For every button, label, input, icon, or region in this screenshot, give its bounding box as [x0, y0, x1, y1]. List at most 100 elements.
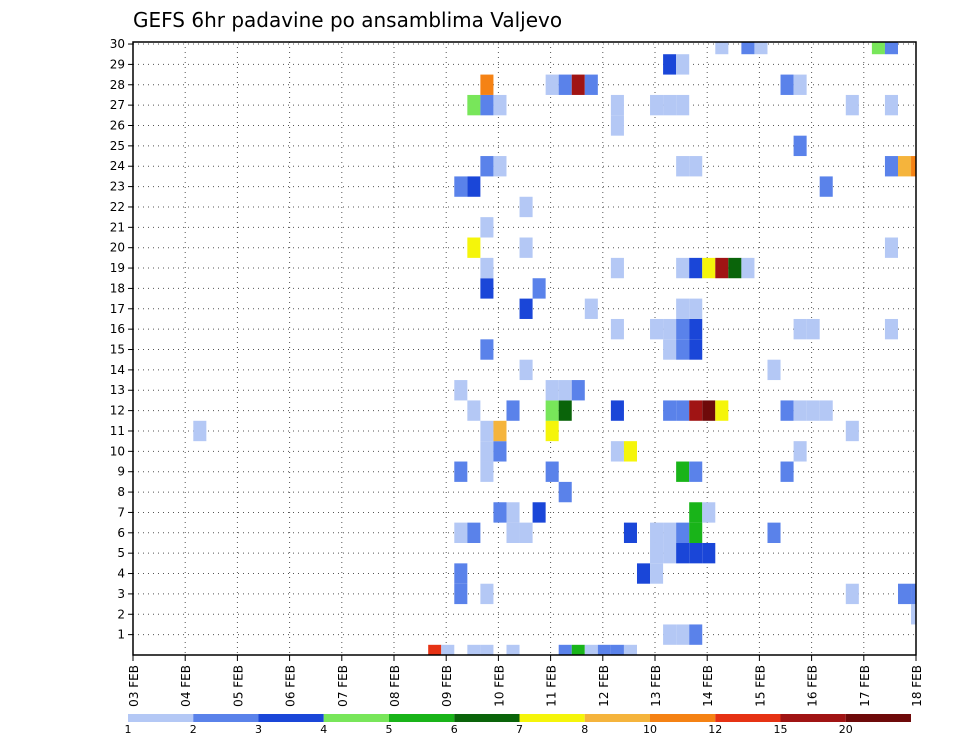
- x-axis-ticks: 03 FEB 04 FEB 05 FEB 06 FEB 07 FEB 08 FEB 09 F…: [127, 655, 924, 707]
- x-tick-label: 08 FEB: [388, 665, 402, 707]
- heatmap-cell: [663, 624, 677, 645]
- legend-label: 3: [255, 723, 262, 736]
- heatmap-cell: [689, 542, 703, 564]
- heatmap-cell: [676, 542, 690, 564]
- legend-swatch: [519, 714, 585, 722]
- heatmap-cell: [493, 441, 507, 462]
- heatmap-cell: [676, 156, 690, 177]
- heatmap-cell: [715, 257, 729, 279]
- y-tick-label: 28: [110, 78, 125, 92]
- heatmap-cell: [519, 196, 533, 218]
- heatmap-cell: [467, 176, 481, 197]
- legend-swatch: [845, 714, 911, 722]
- heatmap-cell: [454, 583, 468, 605]
- heatmap-cell: [467, 94, 481, 116]
- y-tick-label: 19: [110, 261, 125, 275]
- heatmap-cell: [610, 94, 624, 116]
- heatmap-cell: [597, 644, 611, 655]
- heatmap-cell: [663, 318, 677, 340]
- heatmap-cell: [780, 400, 794, 421]
- heatmap-cell: [650, 563, 664, 584]
- heatmap-cell: [728, 257, 742, 279]
- heatmap-cell: [754, 42, 768, 55]
- x-tick-label: 15 FEB: [753, 665, 767, 707]
- heatmap-cell: [558, 74, 572, 95]
- y-tick-label: 16: [110, 322, 125, 336]
- heatmap-cell: [676, 522, 690, 543]
- heatmap-cell: [584, 644, 598, 655]
- heatmap-cell: [793, 400, 807, 421]
- y-tick-label: 1: [117, 628, 125, 642]
- heatmap-cell: [663, 94, 677, 116]
- heatmap-cell: [454, 176, 468, 197]
- heatmap-cell: [558, 400, 572, 421]
- heatmap-cell: [676, 298, 690, 319]
- y-tick-label: 10: [110, 444, 125, 458]
- y-tick-label: 29: [110, 57, 125, 71]
- heatmap-cell: [676, 94, 690, 116]
- y-tick-label: 14: [110, 363, 125, 377]
- y-tick-label: 30: [110, 37, 125, 51]
- heatmap-cell: [689, 400, 703, 421]
- heatmap-cell: [702, 502, 716, 523]
- heatmap-cell: [480, 74, 494, 95]
- y-tick-label: 25: [110, 139, 125, 153]
- heatmap-cell: [845, 420, 859, 442]
- heatmap-cell: [623, 522, 637, 543]
- heatmap-cell: [689, 339, 703, 360]
- heatmap-cell: [767, 359, 781, 381]
- y-tick-label: 21: [110, 220, 125, 234]
- heatmap-cell: [571, 74, 585, 95]
- legend-label: 1: [125, 723, 132, 736]
- heatmap-cell: [519, 522, 533, 543]
- heatmap-cell: [676, 54, 690, 75]
- heatmap-cell: [545, 400, 559, 421]
- heatmap-cell: [558, 380, 572, 401]
- heatmap-cell: [584, 298, 598, 319]
- heatmap-cell: [845, 583, 859, 605]
- heatmap-cell: [610, 644, 624, 655]
- heatmap-cell: [428, 644, 442, 655]
- heatmap-cell: [454, 522, 468, 543]
- y-tick-label: 13: [110, 383, 125, 397]
- heatmap-cell: [793, 318, 807, 340]
- y-tick-label: 23: [110, 180, 125, 194]
- heatmap-cell: [493, 502, 507, 523]
- heatmap-cell: [571, 380, 585, 401]
- heatmap-cell: [663, 339, 677, 360]
- heatmap-cell: [558, 644, 572, 655]
- legend-label: 5: [386, 723, 393, 736]
- heatmap-cell: [897, 156, 912, 177]
- heatmap-cell: [506, 502, 520, 523]
- legend-swatch: [128, 714, 194, 722]
- heatmap-cell: [506, 400, 520, 421]
- y-tick-label: 8: [117, 485, 125, 499]
- heatmap-cell: [884, 156, 898, 177]
- legend-swatch: [258, 714, 324, 722]
- y-tick-label: 4: [117, 567, 125, 581]
- heatmap-cell: [467, 400, 481, 421]
- heatmap-cell: [610, 257, 624, 279]
- x-tick-label: 06 FEB: [284, 665, 298, 707]
- heatmap-cell: [911, 583, 916, 605]
- heatmap-cell: [467, 237, 481, 258]
- x-tick-label: 05 FEB: [231, 665, 245, 707]
- heatmap-cell: [663, 522, 677, 543]
- heatmap-cell: [884, 94, 898, 116]
- legend-label: 15: [774, 723, 788, 736]
- legend-label: 12: [708, 723, 722, 736]
- chart-title: GEFS 6hr padavine po ansamblima Valjevo: [133, 8, 562, 32]
- heatmap-cell: [793, 135, 807, 157]
- heatmap-cell: [493, 420, 507, 442]
- legend-swatch: [715, 714, 781, 722]
- heatmap-cell: [519, 298, 533, 319]
- heatmap-cell: [819, 176, 833, 197]
- x-tick-label: 18 FEB: [910, 665, 924, 707]
- heatmap-cell: [441, 644, 455, 655]
- heatmap-cell: [689, 257, 703, 279]
- heatmap-cell: [663, 54, 677, 75]
- x-tick-label: 09 FEB: [440, 665, 454, 707]
- y-tick-label: 12: [110, 404, 125, 418]
- x-tick-label: 03 FEB: [127, 665, 141, 707]
